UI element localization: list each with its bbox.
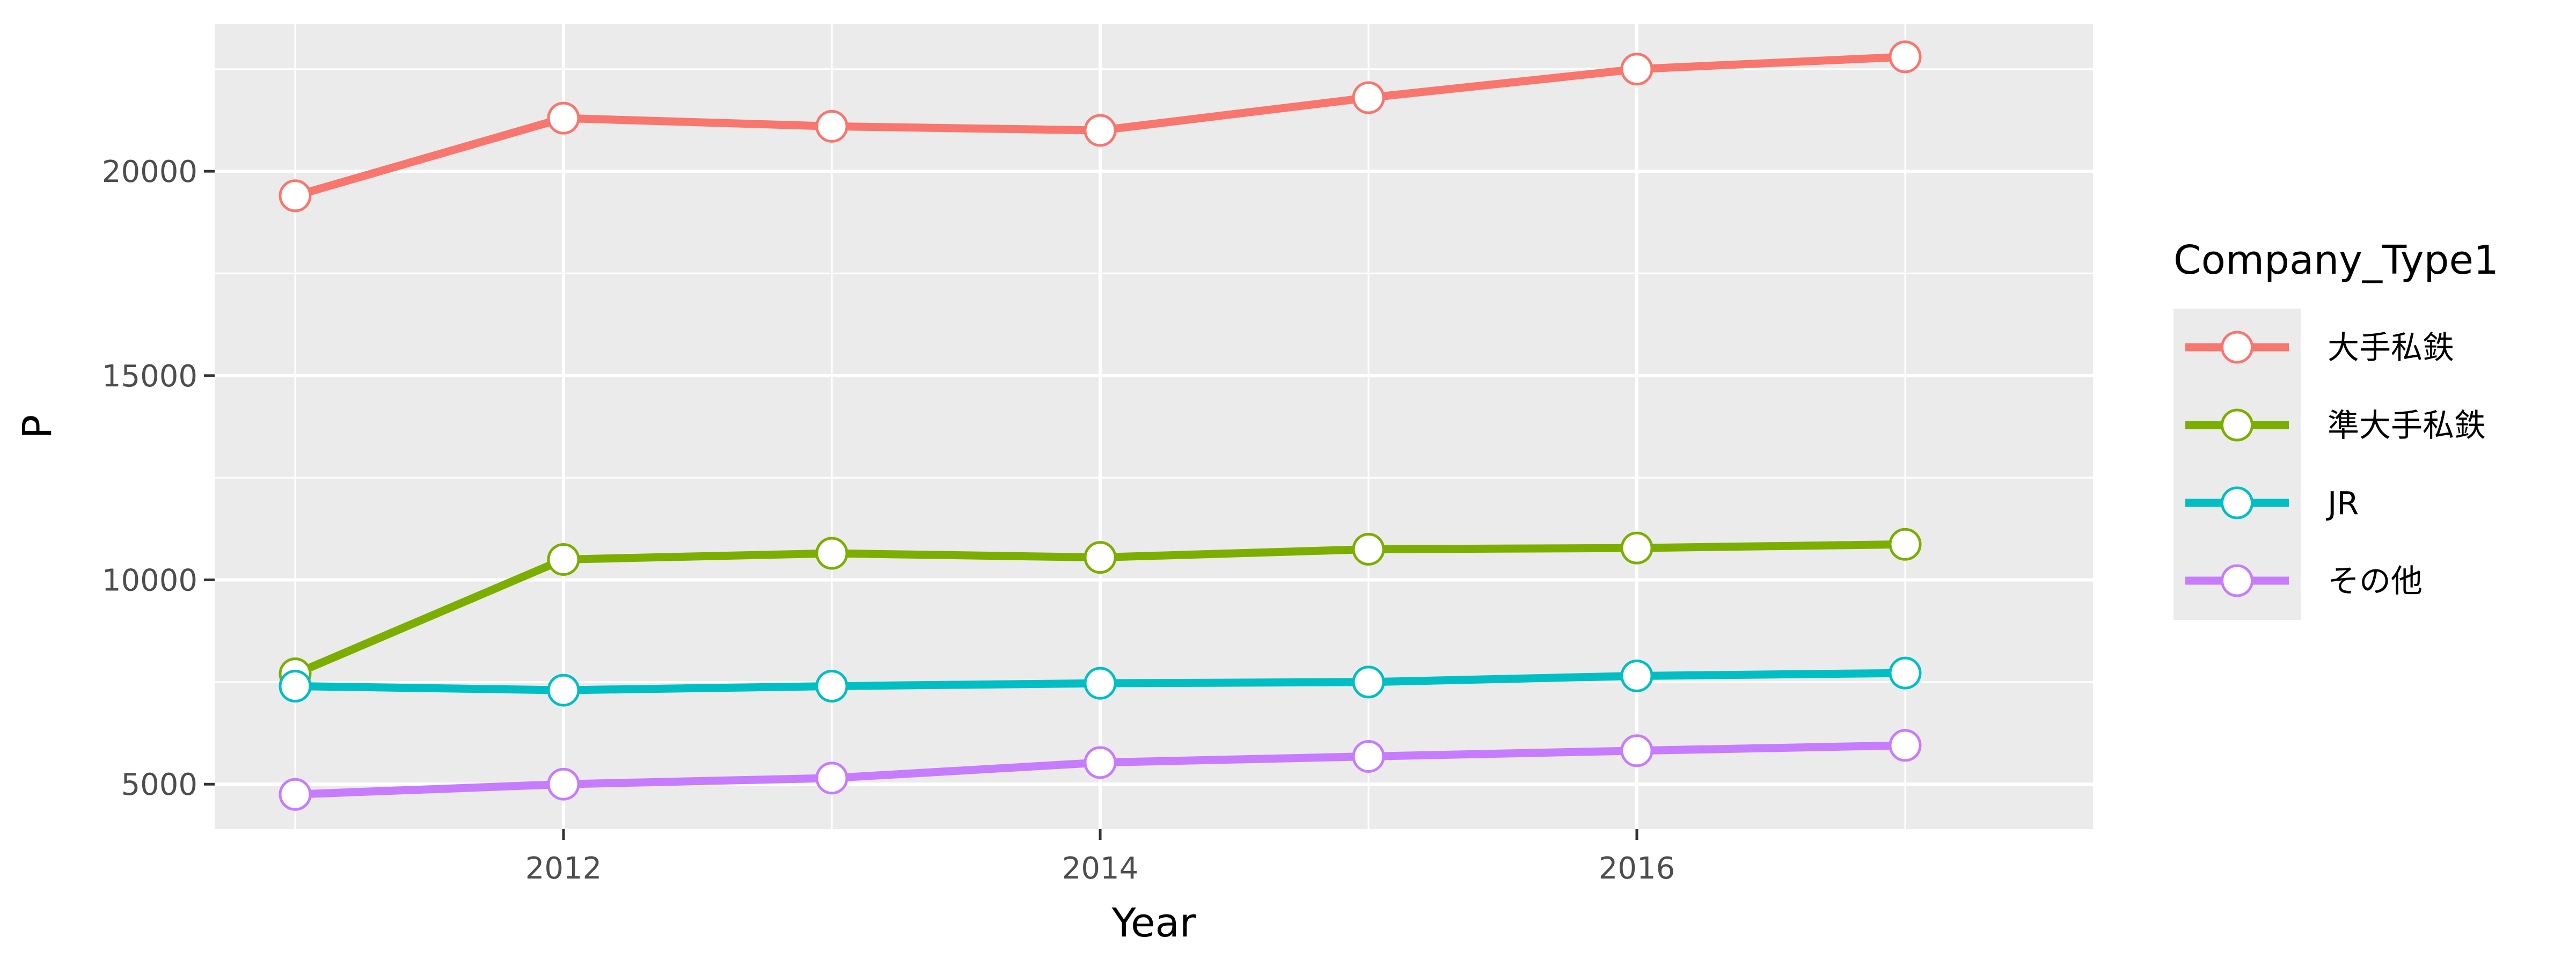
data-point: [1620, 531, 1653, 565]
panel-background: [215, 24, 2093, 829]
legend-item-label: 準大手私鉄: [2328, 407, 2486, 444]
legend-title: Company_Type1: [2174, 237, 2499, 283]
data-point: [815, 762, 848, 795]
data-point: [1352, 740, 1385, 773]
data-point: [1352, 665, 1385, 699]
data-point: [815, 537, 848, 570]
data-point: [1352, 81, 1385, 114]
series-points: [279, 40, 1922, 811]
y-axis-title: P: [14, 415, 61, 439]
data-point: [1084, 746, 1117, 779]
data-point: [1084, 667, 1117, 700]
data-point: [547, 767, 580, 801]
data-point: [279, 670, 312, 703]
y-axis: 5000 10000 15000 20000: [102, 155, 215, 802]
x-axis: 2012 2014 2016: [525, 829, 1675, 886]
legend-item-label: その他: [2328, 562, 2423, 599]
data-point: [1620, 659, 1653, 692]
data-point: [1620, 734, 1653, 767]
legend-key-point: [2221, 564, 2253, 597]
data-point: [279, 179, 312, 213]
data-point: [815, 109, 848, 143]
data-point: [1889, 729, 1922, 762]
x-axis-title: Year: [1111, 900, 1196, 946]
y-tick-label: 5000: [121, 767, 197, 802]
y-tick-label: 20000: [102, 155, 197, 189]
data-point: [547, 674, 580, 707]
x-tick-label: 2012: [525, 851, 602, 886]
data-point: [1620, 53, 1653, 86]
y-tick-label: 10000: [102, 564, 197, 598]
data-point: [1084, 541, 1117, 574]
data-point: [1889, 40, 1922, 74]
data-point: [1084, 114, 1117, 147]
data-point: [547, 543, 580, 576]
legend-item-label: JR: [2325, 485, 2359, 522]
legend-key-point: [2221, 408, 2253, 442]
data-point: [1889, 528, 1922, 561]
data-point: [1889, 656, 1922, 690]
minor-gridlines: [215, 24, 2093, 829]
data-point: [1352, 532, 1385, 566]
legend-item-label: 大手私鉄: [2328, 329, 2454, 366]
data-point: [815, 670, 848, 703]
data-point: [279, 778, 312, 811]
y-tick-label: 15000: [102, 359, 197, 394]
x-tick-label: 2016: [1599, 851, 1675, 886]
x-tick-label: 2014: [1062, 851, 1139, 886]
legend-key-point: [2221, 486, 2253, 519]
legend-key-point: [2221, 331, 2253, 364]
data-point: [547, 101, 580, 135]
